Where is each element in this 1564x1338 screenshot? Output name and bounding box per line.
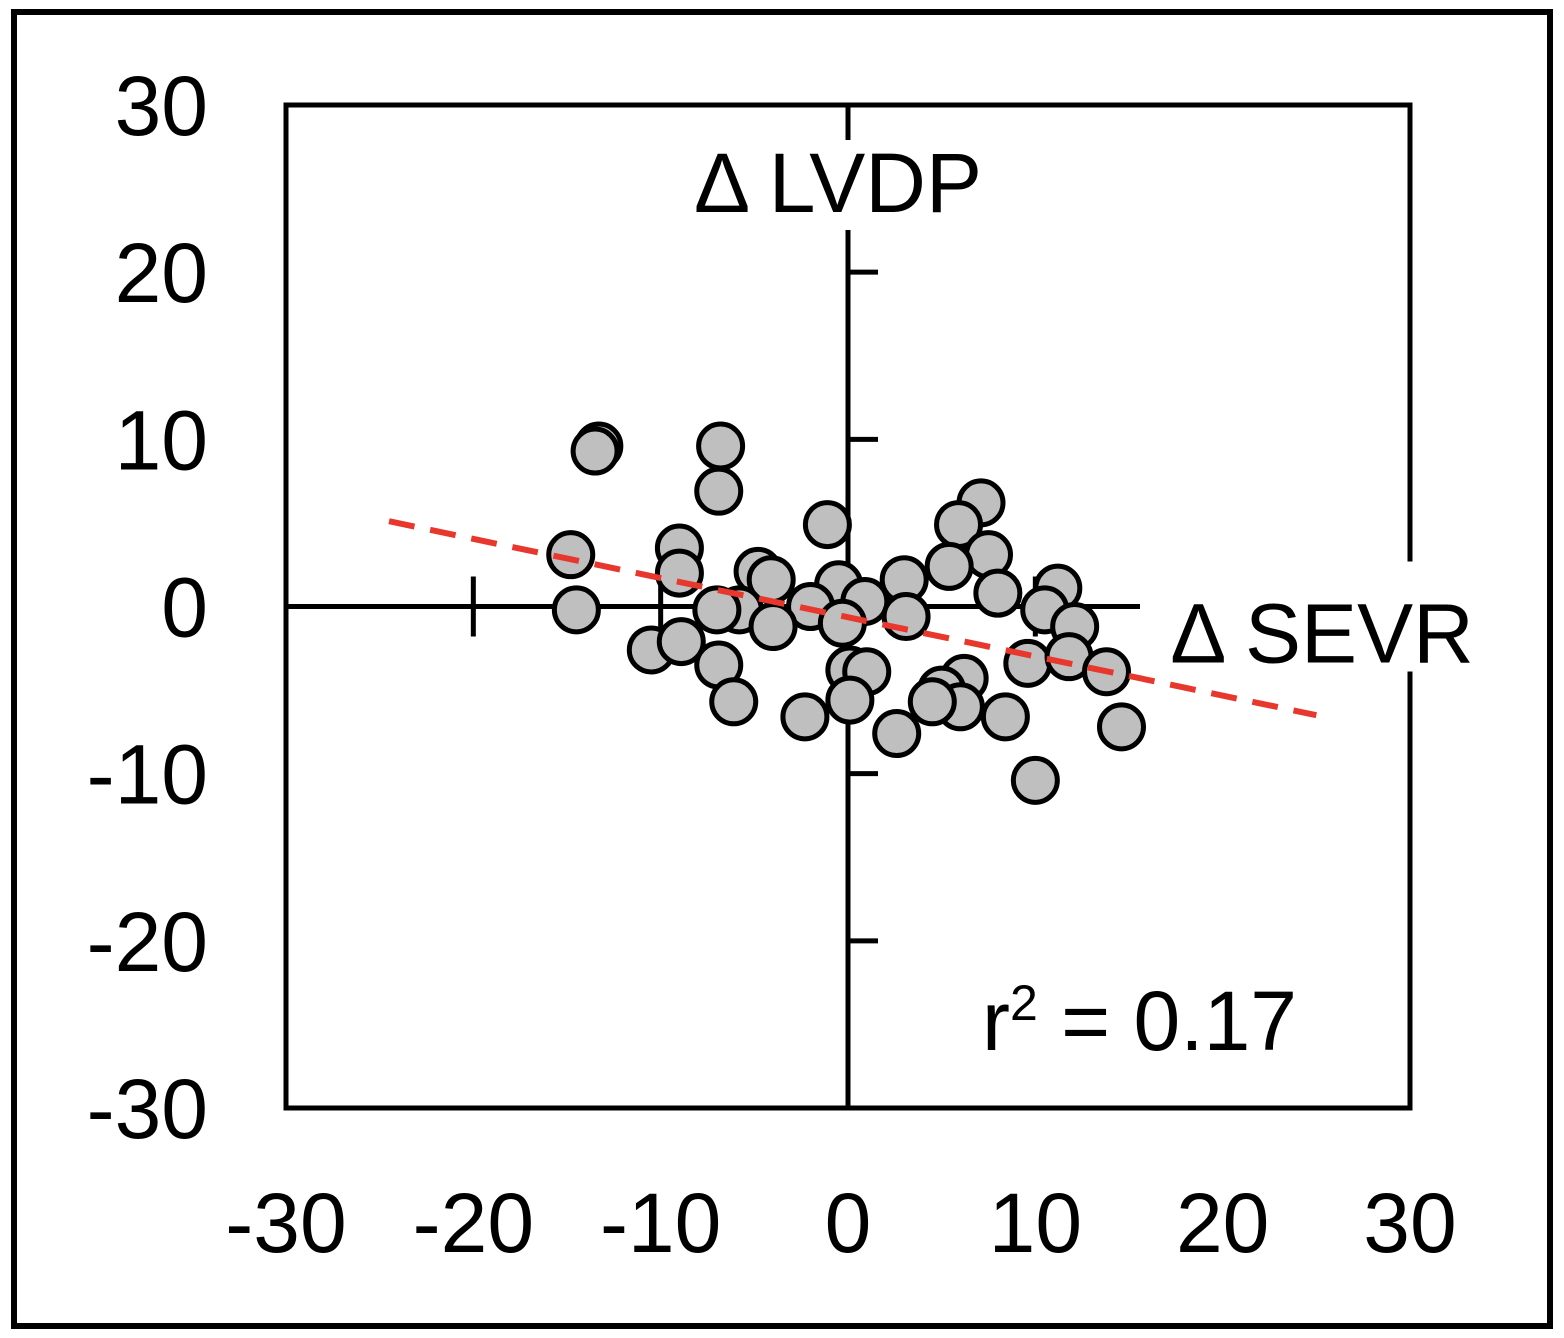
x-axis-title: Δ SEVR — [1170, 587, 1474, 681]
y-tick-label: 20 — [115, 226, 208, 320]
y-tick-labels: 30 20 10 0 -10 -20 -30 — [87, 59, 208, 1156]
data-point — [656, 617, 706, 667]
y-tick-label: -30 — [87, 1062, 208, 1156]
x-tick-label: -20 — [413, 1176, 534, 1270]
data-point — [780, 692, 830, 742]
data-point — [817, 598, 867, 648]
data-point — [802, 500, 852, 550]
y-tick-label: 0 — [161, 561, 208, 655]
x-tick-label: 20 — [1176, 1176, 1269, 1270]
r-squared-annotation: r2 = 0.17 — [982, 974, 1297, 1068]
x-tick-label: -30 — [225, 1176, 346, 1270]
data-point — [825, 675, 875, 725]
r-squared-value: = 0.17 — [1038, 974, 1297, 1068]
r-squared-base: r — [982, 974, 1010, 1068]
x-tick-label: -10 — [600, 1176, 721, 1270]
outer-frame — [11, 9, 1553, 1329]
x-tick-label: 10 — [989, 1176, 1082, 1270]
y-axis-title-background — [678, 140, 1018, 230]
data-point — [973, 568, 1023, 618]
data-point — [872, 709, 922, 759]
data-point — [546, 530, 596, 580]
data-points — [546, 421, 1147, 805]
data-point — [748, 602, 798, 652]
data-point — [696, 421, 746, 471]
data-point — [1097, 702, 1147, 752]
trendline — [388, 518, 1317, 719]
data-point — [907, 677, 957, 727]
x-tick-labels: -30 -20 -10 0 10 20 30 — [225, 1176, 1456, 1270]
y-tick-label: 30 — [115, 59, 208, 153]
data-point — [709, 677, 759, 727]
data-point — [980, 692, 1030, 742]
data-point — [1010, 755, 1060, 805]
y-tick-label: 10 — [115, 393, 208, 487]
data-point — [1003, 638, 1053, 688]
x-tick-label: 0 — [825, 1176, 872, 1270]
data-point — [570, 426, 620, 476]
x-tick-label: 30 — [1363, 1176, 1456, 1270]
r-squared-superscript: 2 — [1010, 975, 1038, 1031]
data-point — [694, 466, 744, 516]
data-point — [551, 585, 601, 635]
y-tick-label: -10 — [87, 728, 208, 822]
data-point — [924, 541, 974, 591]
x-axis-title-background — [1140, 561, 1500, 672]
y-tick-label: -20 — [87, 895, 208, 989]
y-axis-title: Δ LVDP — [694, 136, 982, 230]
data-point — [654, 548, 704, 598]
data-point — [692, 585, 742, 635]
